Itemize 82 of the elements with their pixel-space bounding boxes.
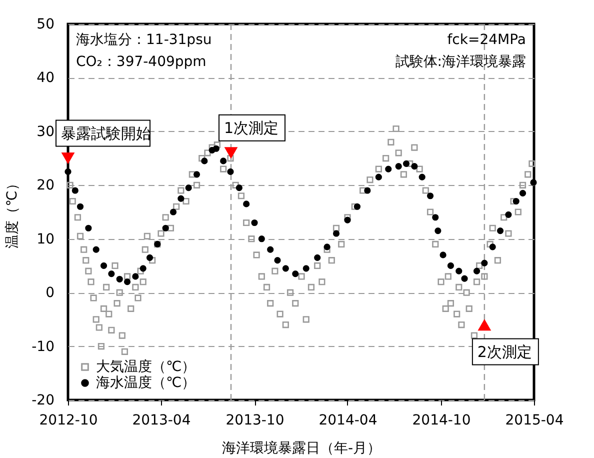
point <box>193 171 200 178</box>
point <box>220 158 227 164</box>
point <box>324 244 330 250</box>
x-tick-label: 2013-04 <box>132 412 191 428</box>
point <box>108 270 115 278</box>
point <box>364 187 371 194</box>
point <box>85 224 92 232</box>
annotation: fck=24MPa <box>447 32 526 48</box>
x-tick-label: 2015-04 <box>505 412 564 428</box>
point <box>375 174 382 180</box>
point <box>185 184 192 192</box>
point <box>418 174 426 180</box>
point <box>274 257 281 264</box>
point <box>236 184 242 192</box>
point <box>258 236 265 242</box>
y-tick-label: 30 <box>36 124 54 140</box>
point <box>140 265 146 272</box>
y-tick-label: 20 <box>36 178 54 194</box>
annotation: CO₂：397-409ppm <box>76 54 206 70</box>
x-tick-label: 2012-10 <box>39 412 98 428</box>
point <box>395 163 402 170</box>
y-tick-label: 10 <box>36 231 54 248</box>
annotation: 暴露試験開始 <box>61 124 151 142</box>
point <box>512 198 520 205</box>
y-tick-label: 0 <box>46 285 54 302</box>
point <box>496 228 504 234</box>
point <box>64 168 72 176</box>
point <box>282 265 289 272</box>
point <box>292 270 299 278</box>
x-tick-label: 2014-10 <box>412 412 471 428</box>
point <box>124 278 131 286</box>
point <box>402 160 410 167</box>
point <box>243 200 250 208</box>
annotation: 海水塩分：11-31psu <box>76 32 212 48</box>
point <box>432 214 439 221</box>
point <box>481 260 488 266</box>
point <box>519 190 526 196</box>
y-tick-label: 40 <box>36 70 54 86</box>
point <box>426 192 434 200</box>
point <box>116 276 123 282</box>
point <box>344 216 351 224</box>
point <box>456 268 462 274</box>
y-tick-label: 50 <box>36 16 54 32</box>
point <box>473 268 480 274</box>
point <box>162 224 169 232</box>
annotation: 2次測定 <box>477 342 532 361</box>
point <box>212 145 220 152</box>
point <box>411 163 418 170</box>
y-tick-label: -20 <box>32 392 54 408</box>
point <box>314 254 321 261</box>
point <box>530 179 537 186</box>
point <box>434 228 442 234</box>
point <box>354 203 360 210</box>
legend-label: 海水温度（℃） <box>96 375 196 391</box>
y-tick-label: -10 <box>32 338 54 355</box>
point <box>178 195 184 202</box>
point <box>489 244 496 250</box>
point <box>227 168 234 176</box>
point <box>132 273 139 280</box>
point <box>505 211 512 218</box>
point <box>440 252 446 258</box>
point <box>100 262 108 270</box>
point <box>302 265 310 272</box>
point <box>201 158 208 164</box>
annotation: 1次測定 <box>224 118 279 137</box>
x-tick-label: 2014-04 <box>318 412 378 428</box>
y-axis-title: 温度（℃） <box>4 176 21 248</box>
legend-label: 大気温度（℃） <box>96 359 196 375</box>
point <box>76 203 84 210</box>
point <box>146 254 154 261</box>
point <box>92 246 100 253</box>
point <box>251 219 258 226</box>
point <box>385 166 392 172</box>
point <box>72 187 78 194</box>
point <box>461 275 468 282</box>
x-tick-label: 2013-10 <box>226 412 284 428</box>
point <box>332 230 340 237</box>
annotation: 試験体:海洋環境暴露 <box>395 54 526 70</box>
x-axis-title: 海洋環境暴露日（年-月） <box>222 440 382 456</box>
point <box>267 246 274 253</box>
point <box>447 262 454 270</box>
point <box>170 208 177 216</box>
